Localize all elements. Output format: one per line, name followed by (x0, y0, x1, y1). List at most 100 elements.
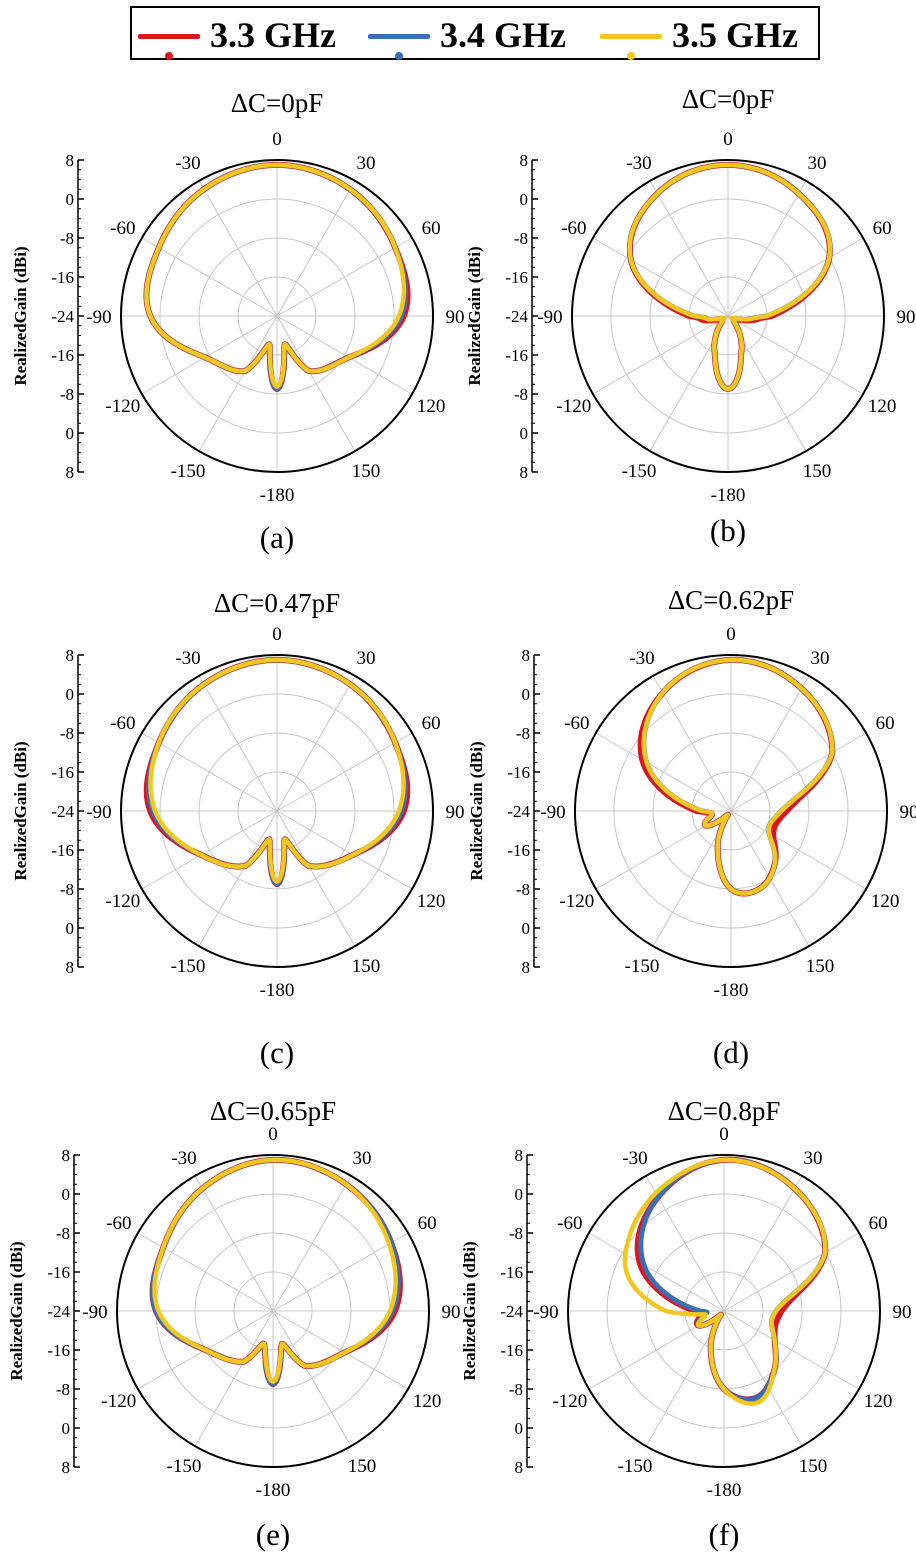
angle-label: -90 (540, 802, 565, 823)
radial-tick-label: -16 (47, 1341, 70, 1360)
radial-tick-label: -8 (514, 229, 528, 248)
angle-label: -30 (171, 1148, 196, 1169)
radial-tick-label: 0 (520, 190, 529, 209)
radial-tick-label: -16 (51, 763, 74, 782)
legend-label-3-4ghz: 3.4 GHz (440, 15, 566, 55)
grid-spoke (723, 1232, 860, 1312)
angle-label: 30 (804, 1148, 823, 1169)
polar-chart-e: 0 30 60 90 120 150 -180 -150 -120 -90 -60 -30 8 0 -8 -1… (7, 1096, 461, 1552)
angle-label: 60 (873, 218, 892, 239)
angle-label: -120 (559, 891, 594, 912)
angle-label: -90 (86, 307, 111, 328)
angle-label: 60 (876, 713, 895, 734)
radial-tick-label: 8 (62, 1458, 71, 1477)
angle-label: 0 (719, 1124, 729, 1145)
angle-label: -180 (256, 1480, 291, 1501)
radial-tick-label: 8 (66, 646, 75, 665)
angle-label: -30 (175, 648, 200, 669)
angle-label: -180 (711, 485, 746, 506)
radial-tick-label: 0 (62, 1419, 71, 1438)
angle-label: -120 (105, 891, 140, 912)
radial-tick-label: 8 (522, 646, 531, 665)
radial-tick-label: -8 (56, 1224, 70, 1243)
outer-circle (120, 159, 434, 473)
radial-tick-label: -8 (60, 724, 74, 743)
radial-tick-label: -8 (516, 724, 530, 743)
grid-spoke (588, 1232, 725, 1312)
grid-spoke (723, 1310, 860, 1390)
y-axis-label: RealizedGain (dBi) (7, 1241, 26, 1380)
legend: 3.3 GHz 3.4 GHz 3.5 GHz (130, 6, 820, 60)
radial-tick-label: -16 (500, 1263, 523, 1282)
angle-label: -150 (171, 461, 206, 482)
angle-label: -60 (561, 218, 586, 239)
chart-title: ΔC=0.65pF (210, 1096, 336, 1126)
series-curve-3-5-GHz (144, 162, 407, 389)
angle-label: -90 (537, 307, 562, 328)
grid-spoke (272, 1175, 352, 1312)
grid-spoke (723, 1310, 803, 1447)
chart-caption: (c) (260, 1035, 294, 1070)
radial-tick-label: -16 (507, 763, 530, 782)
radial-tick-label: -8 (60, 880, 74, 899)
polar-chart-a: 0 30 60 90 120 150 -180 -150 -120 -90 -60 -30 8 0 -8 -1… (11, 88, 465, 555)
outer-circle (567, 1154, 881, 1468)
chart-caption: (d) (713, 1035, 749, 1070)
angle-label: 150 (352, 956, 381, 977)
radial-tick-label: -16 (507, 841, 530, 860)
angle-label: 30 (357, 648, 376, 669)
angle-label: 120 (868, 396, 897, 417)
radial-tick-label: 0 (522, 919, 531, 938)
angle-label: -120 (556, 396, 591, 417)
radial-tick-label: -16 (505, 268, 528, 287)
angle-label: -30 (622, 1148, 647, 1169)
grid-spoke (141, 315, 278, 395)
angle-label: 120 (864, 1391, 893, 1412)
radial-tick-label: -8 (514, 385, 528, 404)
radial-tick-label: -8 (509, 1380, 523, 1399)
angle-label: 120 (417, 891, 446, 912)
angle-label: 90 (900, 802, 916, 823)
polar-chart-b: 0 30 60 90 120 150 -180 -150 -120 -90 -60 -30 8 0 -8 -1… (465, 84, 916, 548)
grid-spoke (198, 180, 278, 317)
angle-label: -90 (86, 802, 111, 823)
series-curve-3-5-GHz (622, 1157, 828, 1406)
grid-spoke (198, 315, 278, 452)
grid-spoke (198, 675, 278, 812)
outer-circle (571, 159, 885, 473)
radial-tick-label: 0 (66, 190, 75, 209)
grid-spoke (276, 315, 413, 395)
grid-spoke (276, 180, 356, 317)
radial-tick-label: 0 (66, 685, 75, 704)
polar-chart-f: 0 30 60 90 120 150 -180 -150 -120 -90 -60 -30 8 0 -8 -1… (460, 1096, 912, 1552)
angle-label: 0 (268, 1124, 278, 1145)
grid-spoke (198, 810, 278, 947)
angle-label: 60 (422, 218, 441, 239)
angle-label: 30 (357, 153, 376, 174)
radial-tick-label: 8 (66, 151, 75, 170)
angle-label: -180 (260, 980, 295, 1001)
grid-spoke (276, 810, 413, 890)
grid-spoke (649, 180, 729, 317)
radial-tick-label: 8 (62, 1146, 71, 1165)
radial-tick-label: 8 (515, 1458, 524, 1477)
radial-tick-label: -8 (509, 1224, 523, 1243)
grid-spoke (730, 675, 810, 812)
polar-chart-c: 0 30 60 90 120 150 -180 -150 -120 -90 -60 -30 8 0 -8 -1… (11, 588, 465, 1070)
grid-spoke (652, 675, 732, 812)
angle-label: 150 (806, 956, 835, 977)
angle-label: 30 (353, 1148, 372, 1169)
angle-label: 120 (417, 396, 446, 417)
grid-spoke (276, 732, 413, 812)
angle-label: 60 (869, 1213, 888, 1234)
angle-label: -30 (629, 648, 654, 669)
angle-label: -150 (167, 1456, 202, 1477)
grid-spoke (276, 810, 356, 947)
chart-caption: (a) (260, 520, 294, 555)
grid-spoke (137, 1232, 274, 1312)
grid-spoke (592, 237, 729, 317)
radial-tick-label: -24 (47, 1302, 70, 1321)
angle-label: -120 (101, 1391, 136, 1412)
angle-label: -150 (625, 956, 660, 977)
radial-tick-label: 8 (66, 463, 75, 482)
